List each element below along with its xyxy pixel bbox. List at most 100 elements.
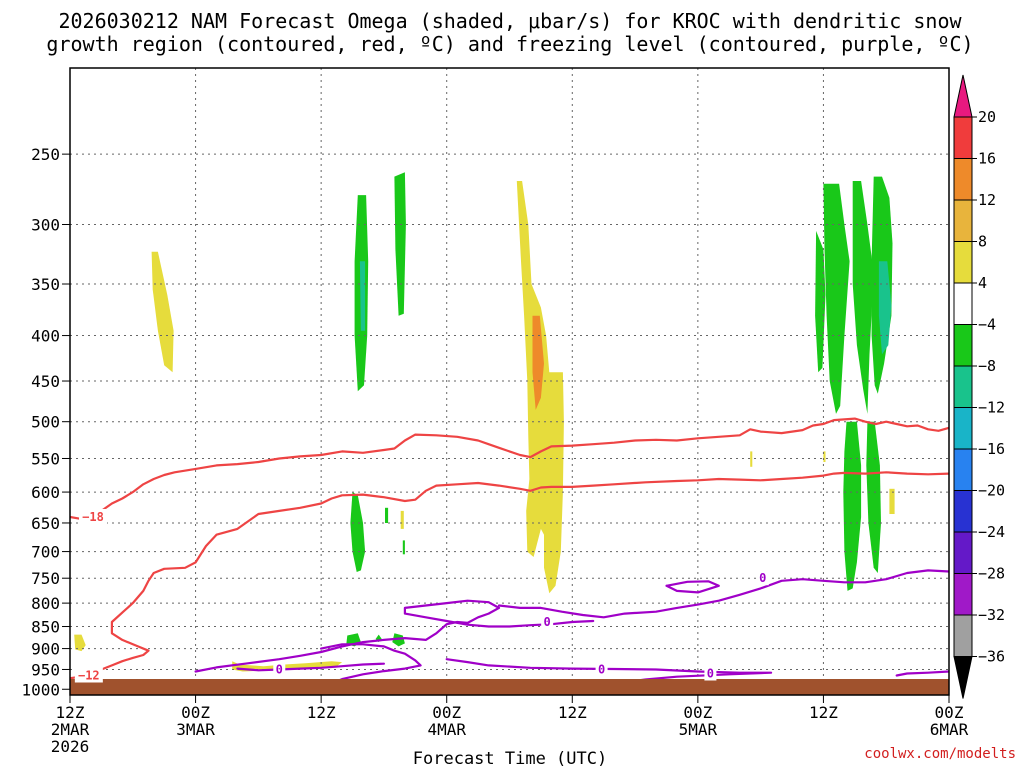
x-tick-label: 12Z xyxy=(307,703,336,722)
omega-region xyxy=(852,181,874,414)
x-tick-label: 00Z xyxy=(432,703,461,722)
freezing-level-label-bg xyxy=(541,613,554,629)
x-tick-label: 6MAR xyxy=(930,720,969,739)
y-tick-label: 800 xyxy=(31,594,60,613)
x-tick-label: 5MAR xyxy=(679,720,718,739)
y-tick-label: 650 xyxy=(31,514,60,533)
colorbar-tick-label: −16 xyxy=(978,440,1005,458)
colorbar-bin xyxy=(953,241,973,284)
colorbar-tick-label: −36 xyxy=(978,648,1005,666)
omega-region xyxy=(878,261,892,355)
freezing-level-contour-label: 0 xyxy=(707,666,714,680)
y-tick-label: 700 xyxy=(31,543,60,562)
freezing-level-contour xyxy=(236,662,385,672)
omega-region xyxy=(151,251,174,373)
colorbar-bin xyxy=(953,116,973,159)
x-tick-label: 4MAR xyxy=(427,720,466,739)
omega-region xyxy=(350,492,366,572)
y-tick-label: 450 xyxy=(31,372,60,391)
contour-label-layer: −18 −12 0 0 0 0 0 xyxy=(74,508,769,683)
omega-region xyxy=(532,315,544,410)
colorbar-bin xyxy=(953,614,973,657)
colorbar-bin xyxy=(953,324,973,367)
omega-region xyxy=(889,488,895,514)
x-tick-label: 3MAR xyxy=(176,720,215,739)
freezing-level-contour-label: 0 xyxy=(759,571,766,585)
omega-region xyxy=(815,230,826,373)
chart-title-line1: 2026030212 NAM Forecast Omega (shaded, μ… xyxy=(58,9,962,33)
freezing-level-label-bg xyxy=(595,661,608,677)
x-tick-label: 00Z xyxy=(935,703,964,722)
y-axis-ticks: 250 300 350 400 450 500 550 600 650 700 750 800 850 9… xyxy=(21,145,70,699)
credit-link[interactable]: coolwx.com/modelts xyxy=(864,746,1016,762)
y-tick-label: 250 xyxy=(31,145,60,164)
y-tick-label: 350 xyxy=(31,275,60,294)
ground-surface xyxy=(70,679,949,695)
y-tick-label: 850 xyxy=(31,618,60,637)
x-tick-label: 2MAR xyxy=(51,720,90,739)
colorbar-tick-label: 16 xyxy=(978,150,996,168)
freezing-level-contour xyxy=(445,658,773,688)
omega-region xyxy=(232,661,343,672)
omega-region xyxy=(866,421,881,573)
colorbar-tick-label: 8 xyxy=(978,233,987,251)
x-tick-label: 00Z xyxy=(181,703,210,722)
colorbar-tick-label: −28 xyxy=(978,565,1005,583)
dgz-contour xyxy=(70,471,949,680)
colorbar-bin xyxy=(953,407,973,450)
freezing-level-label-bg xyxy=(273,661,286,677)
dgz-label-bg xyxy=(74,667,103,683)
colorbar-bin xyxy=(953,448,973,491)
grid-layer xyxy=(70,68,949,695)
freezing-level-contour-label: 0 xyxy=(276,662,283,676)
colorbar-bin xyxy=(953,490,973,533)
y-tick-label: 900 xyxy=(31,640,60,659)
colorbar-bin xyxy=(953,282,973,325)
omega-region xyxy=(823,183,850,414)
y-tick-label: 1000 xyxy=(21,680,60,699)
x-tick-label: 12Z xyxy=(558,703,587,722)
dgz-contour xyxy=(70,417,949,520)
freezing-level-contour xyxy=(895,670,949,677)
freezing-level-label-bg xyxy=(756,570,769,586)
chart-title-line2: growth region (contoured, red, ºC) and f… xyxy=(46,32,973,56)
colorbar-tick-label: −8 xyxy=(978,357,996,375)
freezing-level-contour xyxy=(320,643,422,685)
x-tick-label: 2026 xyxy=(51,737,90,756)
dgz-label-bg xyxy=(79,508,108,524)
dgz-contour-label: −18 xyxy=(82,510,104,524)
colorbar-bin xyxy=(953,531,973,574)
colorbar-bin xyxy=(953,573,973,616)
contour-layer xyxy=(70,417,949,688)
y-tick-label: 400 xyxy=(31,327,60,346)
omega-region xyxy=(392,633,405,647)
colorbar-top-arrow xyxy=(953,74,973,118)
colorbar-tick-label: 4 xyxy=(978,274,987,292)
freezing-level-contour xyxy=(665,580,720,594)
omega-region xyxy=(385,507,389,523)
freezing-level-contour xyxy=(194,599,595,673)
colorbar-tick-label: −4 xyxy=(978,316,996,334)
omega-region xyxy=(750,451,753,467)
colorbar-bin xyxy=(953,158,973,201)
colorbar-tick-label: −32 xyxy=(978,606,1005,624)
y-tick-label: 550 xyxy=(31,449,60,468)
colorbar-tick-label: −24 xyxy=(978,523,1005,541)
colorbar-bottom-arrow xyxy=(953,656,973,699)
y-tick-label: 300 xyxy=(31,216,60,235)
colorbar: 20 16 12 8 4 −4 −8 −12 −16 −20 −24 −28 −32 −36 xyxy=(953,74,1005,699)
omega-region xyxy=(394,172,406,316)
y-tick-label: 950 xyxy=(31,660,60,679)
x-tick-label: 12Z xyxy=(56,703,85,722)
y-tick-label: 600 xyxy=(31,483,60,502)
omega-region xyxy=(74,634,86,652)
colorbar-tick-label: 20 xyxy=(978,108,996,126)
colorbar-tick-label: 12 xyxy=(978,191,996,209)
x-tick-label: 12Z xyxy=(809,703,838,722)
omega-region xyxy=(402,540,405,555)
colorbar-bin xyxy=(953,365,973,408)
colorbar-tick-label: −12 xyxy=(978,399,1005,417)
omega-region xyxy=(843,421,862,591)
x-tick-label: 00Z xyxy=(683,703,712,722)
